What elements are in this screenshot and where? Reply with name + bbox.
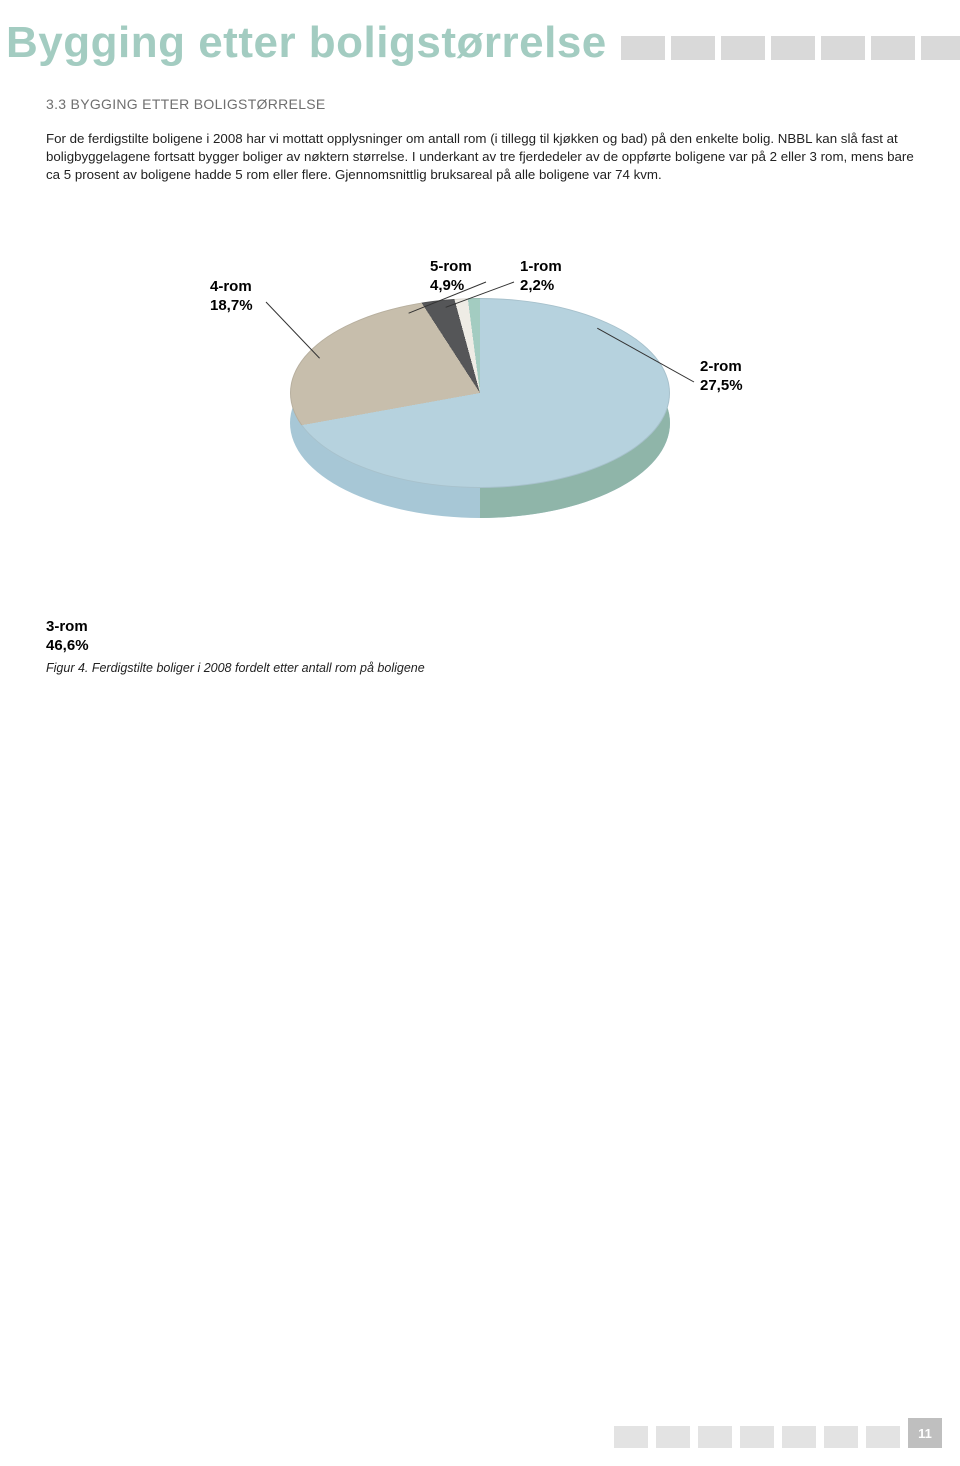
chart-label-3rom-below: 3-rom 46,6% xyxy=(46,618,914,656)
chart-label-3rom-line1: 3-rom xyxy=(46,618,88,635)
footer-square xyxy=(782,1426,816,1448)
section-heading: 3.3 BYGGING ETTER BOLIGSTØRRELSE xyxy=(46,96,914,112)
pie-chart: 4-rom18,7% 5-rom4,9% 1-rom2,2% 2-rom27,5% xyxy=(160,238,800,598)
title-square xyxy=(821,36,865,60)
title-square xyxy=(921,36,960,60)
content: 3.3 BYGGING ETTER BOLIGSTØRRELSE For de … xyxy=(0,68,960,598)
title-square xyxy=(621,36,665,60)
chart-label-1rom: 1-rom2,2% xyxy=(520,258,562,296)
footer-decor: 11 xyxy=(614,1418,942,1448)
title-square xyxy=(721,36,765,60)
figure-caption: Figur 4. Ferdigstilte boliger i 2008 for… xyxy=(46,661,914,675)
title-square xyxy=(771,36,815,60)
footer-square xyxy=(740,1426,774,1448)
page-number: 11 xyxy=(908,1418,942,1448)
chart-label-4rom: 4-rom18,7% xyxy=(210,278,253,316)
chart-label-3rom-line2: 46,6% xyxy=(46,637,89,654)
footer-square xyxy=(656,1426,690,1448)
chart-label-2rom: 2-rom27,5% xyxy=(700,358,743,396)
footer-square xyxy=(614,1426,648,1448)
caption-area: 3-rom 46,6% Figur 4. Ferdigstilte bolige… xyxy=(0,598,960,676)
title-square xyxy=(671,36,715,60)
chart-label-5rom: 5-rom4,9% xyxy=(430,258,472,296)
page-title: Bygging etter boligstørrelse xyxy=(0,18,621,68)
title-square xyxy=(871,36,915,60)
title-decor-squares xyxy=(621,36,960,68)
body-paragraph: For de ferdigstilte boligene i 2008 har … xyxy=(46,130,914,184)
title-row: Bygging etter boligstørrelse xyxy=(0,0,960,68)
footer-square xyxy=(824,1426,858,1448)
footer-square xyxy=(698,1426,732,1448)
footer-square xyxy=(866,1426,900,1448)
